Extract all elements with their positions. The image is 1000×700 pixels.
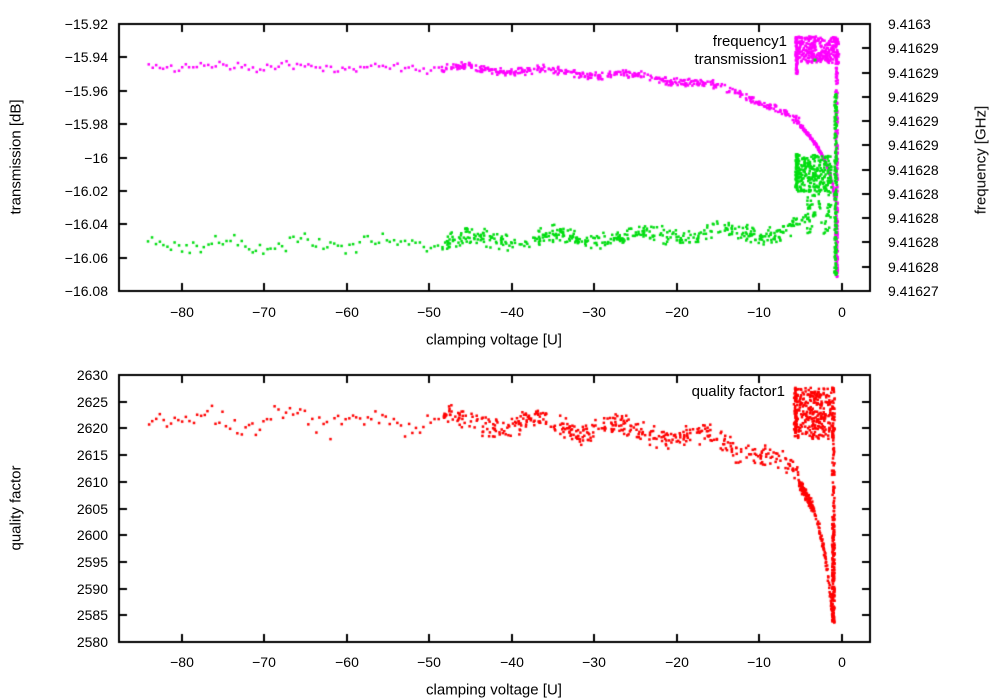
x-tick-label: −40: [500, 654, 524, 670]
y-left-tick-label: 2610: [76, 474, 108, 490]
y-left-tick-label: 2605: [76, 501, 108, 517]
y-left-tick-label: 2580: [76, 634, 108, 650]
y-right-tick-label: 9.41628: [888, 259, 939, 275]
x-tick-label: 0: [838, 654, 846, 670]
x-tick-label: −50: [417, 304, 441, 320]
legend-quality-factor1: quality factor1: [691, 383, 785, 400]
y-left-tick-label: −16: [84, 150, 108, 166]
y-right-tick-label: 9.41628: [888, 210, 939, 226]
x-tick-label: −30: [582, 654, 606, 670]
bottom-left-axis-title: quality factor: [7, 465, 25, 551]
y-left-tick-label: −16.08: [64, 283, 108, 299]
y-right-tick-label: 9.41628: [888, 234, 939, 250]
y-right-tick-label: 9.41628: [888, 162, 939, 178]
y-left-tick-label: 2630: [76, 367, 108, 383]
y-left-tick-label: 2600: [76, 527, 108, 543]
y-right-tick-label: 9.41627: [888, 283, 939, 299]
y-left-tick-label: 2615: [76, 447, 108, 463]
y-right-tick-label: 9.41629: [888, 113, 939, 129]
x-tick-label: −10: [747, 304, 771, 320]
y-left-tick-label: −15.92: [64, 16, 108, 32]
legend-frequency1: frequency1: [712, 33, 787, 50]
x-tick-label: −60: [335, 654, 359, 670]
y-left-tick-label: −15.98: [64, 116, 108, 132]
x-tick-label: 0: [838, 304, 846, 320]
y-right-tick-label: 9.41629: [888, 89, 939, 105]
y-left-tick-label: 2585: [76, 607, 108, 623]
y-right-tick-label: 9.41628: [888, 186, 939, 202]
y-left-tick-label: −16.02: [64, 183, 108, 199]
x-tick-label: −70: [252, 654, 276, 670]
x-tick-label: −20: [665, 654, 689, 670]
x-tick-label: −80: [170, 304, 194, 320]
legend-transmission1: transmission1: [694, 51, 787, 68]
x-tick-label: −80: [170, 654, 194, 670]
y-left-tick-label: 2620: [76, 420, 108, 436]
x-tick-label: −10: [747, 654, 771, 670]
x-tick-label: −70: [252, 304, 276, 320]
top-right-axis-title: frequency [GHz]: [972, 105, 990, 215]
y-right-tick-label: 9.41629: [888, 137, 939, 153]
y-left-tick-label: −15.96: [64, 83, 108, 99]
y-left-tick-label: 2595: [76, 554, 108, 570]
y-left-tick-label: −16.06: [64, 250, 108, 266]
y-left-tick-label: 2590: [76, 581, 108, 597]
top-left-axis-title: transmission [dB]: [7, 99, 25, 215]
x-tick-label: −30: [582, 304, 606, 320]
top-x-axis-title: clamping voltage [U]: [426, 331, 562, 349]
y-left-tick-label: −15.94: [64, 49, 108, 65]
x-tick-label: −20: [665, 304, 689, 320]
x-tick-label: −50: [417, 654, 441, 670]
y-right-tick-label: 9.41629: [888, 40, 939, 56]
y-right-tick-label: 9.41629: [888, 65, 939, 81]
bottom-x-axis-title: clamping voltage [U]: [426, 681, 562, 699]
y-right-tick-label: 9.4163: [888, 16, 931, 32]
x-tick-label: −40: [500, 304, 524, 320]
y-left-tick-label: −16.04: [64, 216, 108, 232]
y-left-tick-label: 2625: [76, 394, 108, 410]
x-tick-label: −60: [335, 304, 359, 320]
